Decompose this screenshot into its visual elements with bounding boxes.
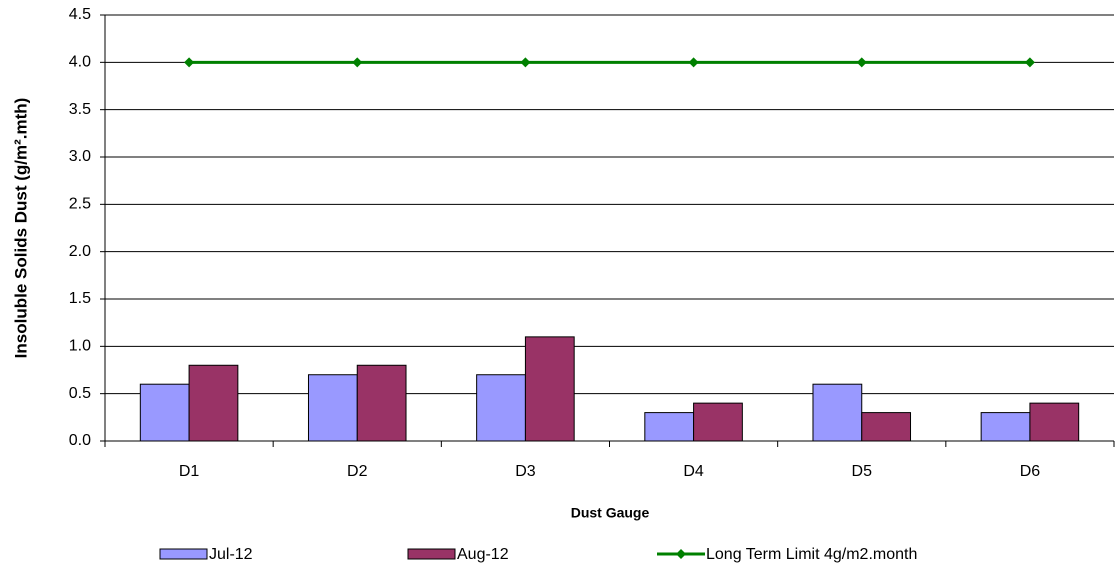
line-marker [352,57,363,68]
y-tick-label: 4.5 [69,6,91,23]
line-marker [688,57,699,68]
bar [693,402,743,442]
y-tick-label: 0.0 [69,432,91,449]
bar [139,383,190,442]
x-tick-label: D5 [852,463,873,480]
line-marker [520,57,531,68]
bar [1029,402,1080,442]
legend-swatch [407,548,456,560]
y-tick-label: 2.0 [69,243,91,260]
x-tick-label: D6 [1020,463,1041,480]
bar [307,374,358,442]
legend-label: Jul-12 [209,546,253,563]
legend-label: Long Term Limit 4g/m2.month [706,546,917,563]
bar [644,412,695,442]
x-tick-label: D1 [179,463,200,480]
y-axis-label: Insoluble Solids Dust (g/m².mth) [11,98,30,359]
y-tick-label: 0.5 [69,385,91,402]
bar [861,412,912,442]
bar [524,336,575,442]
y-tick-label: 3.0 [69,148,91,165]
line-marker [184,57,195,68]
x-axis-label: Dust Gauge [571,505,650,521]
bar [188,364,239,442]
y-tick-label: 3.5 [69,101,91,118]
legend-swatch [159,548,208,560]
legend-label: Aug-12 [457,546,509,563]
x-tick-label: D3 [515,463,536,480]
y-tick-label: 2.5 [69,196,91,213]
bar [356,364,407,442]
y-tick-label: 1.0 [69,338,91,355]
line-marker [1024,57,1035,68]
bar [812,383,863,442]
y-tick-label: 4.0 [69,54,91,71]
line-marker [856,57,867,68]
x-tick-label: D2 [347,463,368,480]
bar [980,412,1031,442]
x-tick-label: D4 [683,463,704,480]
bar [476,374,526,442]
legend-marker [676,549,686,559]
y-tick-label: 1.5 [69,290,91,307]
